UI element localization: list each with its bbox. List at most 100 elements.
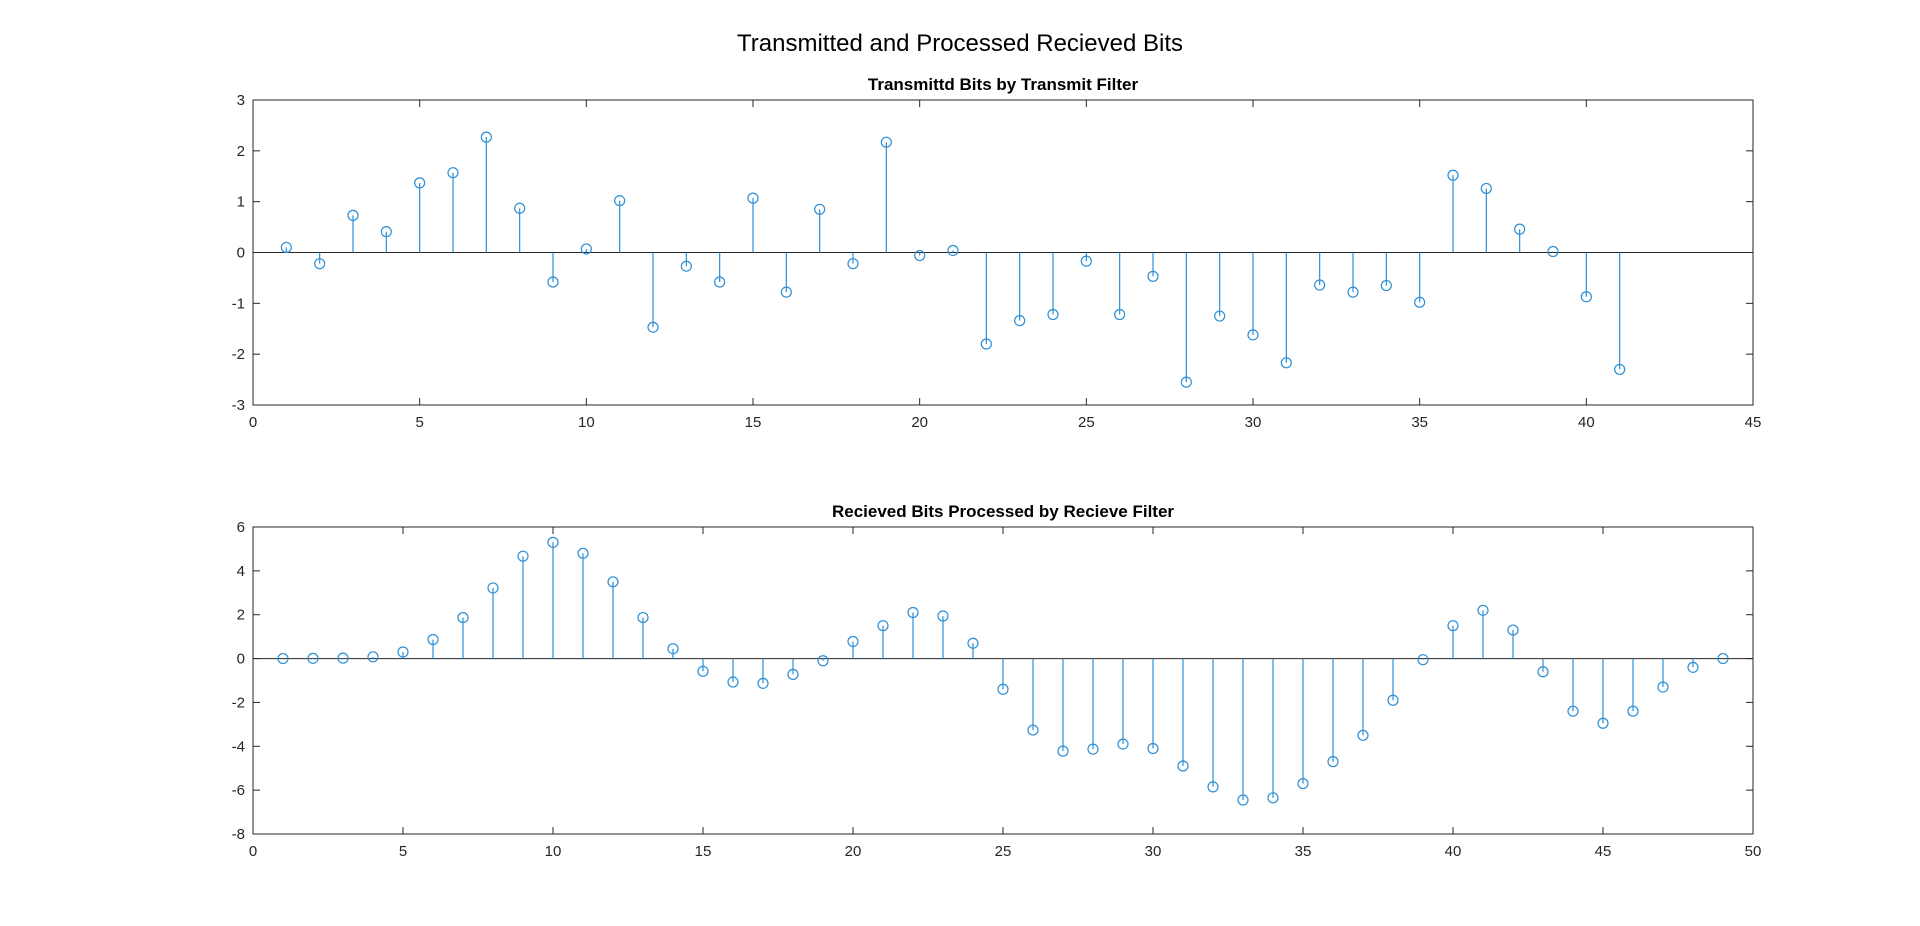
stem-marker bbox=[1417, 654, 1429, 666]
stem-marker bbox=[277, 652, 289, 665]
stem-marker bbox=[1327, 756, 1339, 768]
stem-marker bbox=[1717, 652, 1729, 665]
stem-marker bbox=[1597, 717, 1609, 729]
stem-marker bbox=[1447, 620, 1459, 632]
x-tick-label: 15 bbox=[695, 843, 712, 860]
stem-marker bbox=[680, 260, 692, 272]
stem-marker bbox=[577, 547, 589, 559]
y-tick-label: -2 bbox=[232, 694, 245, 711]
stem-marker bbox=[947, 244, 959, 257]
y-tick-label: 0 bbox=[237, 651, 245, 668]
stem-marker bbox=[880, 136, 892, 148]
stem-marker bbox=[1657, 681, 1669, 693]
x-tick-label: 40 bbox=[1445, 843, 1462, 860]
y-tick-label: 3 bbox=[237, 92, 245, 109]
stem-marker bbox=[1207, 781, 1219, 793]
stem-marker bbox=[614, 195, 626, 207]
stem-marker bbox=[1297, 777, 1309, 790]
x-tick-label: 0 bbox=[249, 843, 257, 860]
x-tick-label: 50 bbox=[1745, 843, 1762, 860]
stem-marker bbox=[667, 643, 679, 655]
x-tick-label: 5 bbox=[399, 843, 407, 860]
stem-marker bbox=[1414, 296, 1426, 308]
x-tick-label: 5 bbox=[415, 414, 423, 431]
stem-marker bbox=[457, 611, 469, 624]
x-tick-label: 45 bbox=[1745, 414, 1762, 431]
stem-marker bbox=[307, 652, 319, 664]
stem-marker bbox=[1237, 794, 1249, 806]
x-tick-label: 25 bbox=[1078, 414, 1095, 431]
x-tick-label: 45 bbox=[1595, 843, 1612, 860]
stem-marker bbox=[1514, 223, 1526, 235]
stem-marker bbox=[1147, 270, 1159, 282]
stem-marker bbox=[1627, 705, 1639, 717]
stem-marker bbox=[347, 209, 359, 221]
stem-marker bbox=[914, 249, 926, 262]
stem-marker bbox=[1380, 279, 1392, 292]
x-tick-label: 0 bbox=[249, 414, 257, 431]
stem-marker bbox=[907, 606, 919, 619]
y-tick-label: 6 bbox=[237, 519, 245, 536]
stem-marker bbox=[480, 131, 492, 143]
stem-marker bbox=[1547, 245, 1559, 258]
x-tick-label: 20 bbox=[911, 414, 928, 431]
stem-marker bbox=[1280, 357, 1292, 369]
stem-marker bbox=[427, 633, 439, 646]
stem-marker bbox=[637, 611, 649, 624]
stem-marker bbox=[1357, 729, 1369, 741]
stem-marker bbox=[1177, 760, 1189, 772]
x-tick-label: 35 bbox=[1411, 414, 1428, 431]
stem-marker bbox=[1147, 742, 1159, 755]
stem-marker bbox=[314, 258, 326, 270]
subplot-title: Recieved Bits Processed by Recieve Filte… bbox=[832, 502, 1174, 521]
stem-marker bbox=[847, 258, 859, 270]
stem-marker bbox=[1614, 363, 1626, 376]
stem-marker bbox=[1687, 661, 1699, 673]
stem-marker bbox=[1480, 182, 1492, 195]
y-tick-label: -2 bbox=[232, 346, 245, 363]
y-tick-label: -3 bbox=[232, 397, 245, 414]
stem-marker bbox=[1507, 624, 1519, 636]
stem-marker bbox=[1314, 279, 1326, 291]
stem-marker bbox=[1267, 792, 1279, 804]
stem-marker bbox=[514, 202, 526, 214]
x-tick-label: 10 bbox=[545, 843, 562, 860]
y-tick-label: -4 bbox=[232, 738, 245, 755]
stem-marker bbox=[727, 676, 739, 688]
stem-marker bbox=[367, 651, 379, 663]
stem-marker bbox=[697, 665, 709, 677]
x-tick-label: 25 bbox=[995, 843, 1012, 860]
stem-marker bbox=[877, 620, 889, 632]
stem-marker bbox=[814, 203, 826, 215]
stem-marker bbox=[580, 243, 592, 255]
stem-marker bbox=[547, 536, 559, 548]
stem-marker bbox=[787, 668, 799, 680]
stem-marker bbox=[1247, 329, 1259, 341]
stem-marker bbox=[517, 550, 529, 562]
stem-marker bbox=[1047, 308, 1059, 321]
stem-marker bbox=[1214, 310, 1226, 322]
y-tick-label: 0 bbox=[237, 245, 245, 262]
stem-marker bbox=[967, 637, 979, 649]
stem-marker bbox=[1180, 376, 1192, 388]
x-tick-label: 30 bbox=[1145, 843, 1162, 860]
y-tick-label: 2 bbox=[237, 607, 245, 624]
stem-marker bbox=[847, 635, 859, 648]
stem-marker bbox=[1117, 738, 1129, 750]
x-tick-label: 30 bbox=[1245, 414, 1262, 431]
x-tick-label: 15 bbox=[745, 414, 762, 431]
stem-marker bbox=[487, 582, 499, 594]
x-tick-label: 10 bbox=[578, 414, 595, 431]
stem-marker bbox=[937, 610, 949, 622]
stem-marker bbox=[1567, 705, 1579, 717]
stem-marker bbox=[1347, 286, 1359, 298]
stem-marker bbox=[1087, 743, 1099, 755]
y-tick-label: 1 bbox=[237, 194, 245, 211]
stem-marker bbox=[1477, 604, 1489, 616]
y-tick-label: -1 bbox=[232, 295, 245, 312]
stem-marker bbox=[607, 576, 619, 588]
x-tick-label: 20 bbox=[845, 843, 862, 860]
stem-marker bbox=[980, 338, 992, 350]
